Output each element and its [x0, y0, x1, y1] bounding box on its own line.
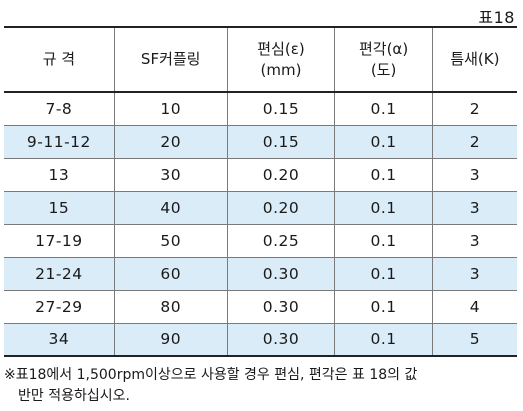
cell-gap: 2 [431, 124, 517, 159]
cell-sf-coupling: 80 [113, 289, 228, 324]
cell-eccentricity: 0.20 [226, 190, 336, 225]
cell-spec: 17-19 [4, 223, 115, 258]
cell-sf-coupling: 50 [113, 223, 228, 258]
cell-spec: 13 [4, 157, 115, 192]
footnote: ※표18에서 1,500rpm이상으로 사용할 경우 편심, 편각은 표 18의… [4, 365, 519, 407]
table-row: 21-24 60 0.30 0.1 3 [4, 256, 517, 291]
header-row: 규 격 SF커플링 편심(ε) (mm) 편각(α) (도) 틈새(K) [4, 26, 517, 93]
cell-sf-coupling: 40 [113, 190, 228, 225]
cell-gap: 3 [431, 223, 517, 258]
cell-spec: 7-8 [4, 91, 115, 126]
coupling-spec-table: 규 격 SF커플링 편심(ε) (mm) 편각(α) (도) 틈새(K) 7-8 10… [4, 26, 517, 357]
cell-sf-coupling: 90 [113, 322, 228, 357]
header-angle: 편각(α) (도) [334, 26, 433, 93]
cell-angle: 0.1 [334, 289, 433, 324]
table-row: 15 40 0.20 0.1 3 [4, 190, 517, 225]
table-row: 13 30 0.20 0.1 3 [4, 157, 517, 192]
cell-angle: 0.1 [334, 190, 433, 225]
cell-sf-coupling: 60 [113, 256, 228, 291]
cell-eccentricity: 0.30 [226, 322, 336, 357]
cell-gap: 3 [431, 190, 517, 225]
cell-sf-coupling: 30 [113, 157, 228, 192]
cell-spec: 27-29 [4, 289, 115, 324]
table-row: 7-8 10 0.15 0.1 2 [4, 91, 517, 126]
cell-angle: 0.1 [334, 124, 433, 159]
cell-spec: 9-11-12 [4, 124, 115, 159]
cell-eccentricity: 0.30 [226, 256, 336, 291]
cell-spec: 15 [4, 190, 115, 225]
cell-gap: 3 [431, 256, 517, 291]
header-sf-coupling: SF커플링 [113, 26, 228, 93]
table-number-label: 표18 [478, 8, 515, 27]
cell-gap: 4 [431, 289, 517, 324]
header-gap: 틈새(K) [431, 26, 517, 93]
footnote-line-2: 반만 적용하십시오. [18, 388, 130, 404]
cell-gap: 5 [431, 322, 517, 357]
cell-angle: 0.1 [334, 256, 433, 291]
cell-angle: 0.1 [334, 223, 433, 258]
cell-spec: 21-24 [4, 256, 115, 291]
table-row: 17-19 50 0.25 0.1 3 [4, 223, 517, 258]
cell-eccentricity: 0.25 [226, 223, 336, 258]
footnote-line-1: ※표18에서 1,500rpm이상으로 사용할 경우 편심, 편각은 표 18의… [4, 367, 418, 383]
cell-gap: 3 [431, 157, 517, 192]
table-row: 9-11-12 20 0.15 0.1 2 [4, 124, 517, 159]
cell-eccentricity: 0.15 [226, 91, 336, 126]
header-spec: 규 격 [4, 26, 115, 93]
cell-eccentricity: 0.30 [226, 289, 336, 324]
cell-angle: 0.1 [334, 91, 433, 126]
cell-spec: 34 [4, 322, 115, 357]
cell-eccentricity: 0.20 [226, 157, 336, 192]
table-row: 27-29 80 0.30 0.1 4 [4, 289, 517, 324]
table-row: 34 90 0.30 0.1 5 [4, 322, 517, 357]
cell-eccentricity: 0.15 [226, 124, 336, 159]
cell-angle: 0.1 [334, 157, 433, 192]
cell-sf-coupling: 20 [113, 124, 228, 159]
cell-angle: 0.1 [334, 322, 433, 357]
cell-gap: 2 [431, 91, 517, 126]
header-eccentricity: 편심(ε) (mm) [226, 26, 336, 93]
cell-sf-coupling: 10 [113, 91, 228, 126]
